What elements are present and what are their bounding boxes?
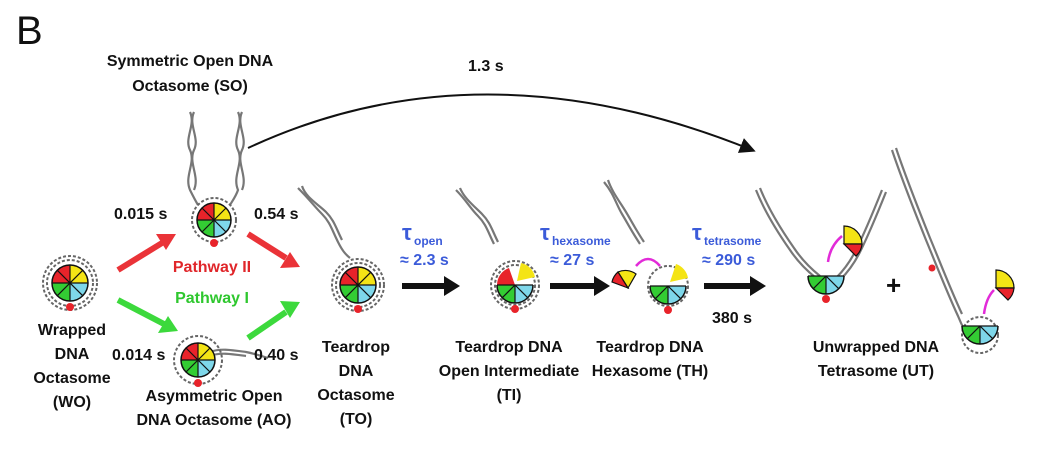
tau-tetrasome-value: ≈ 290 s (702, 252, 755, 269)
to-label-line1: Teardrop (322, 339, 390, 356)
to-label-line4: (TO) (340, 411, 373, 428)
direct-time: 1.3 s (468, 58, 504, 75)
ao-label-line2: DNA Octasome (AO) (137, 412, 292, 429)
to-label-line2: DNA (339, 363, 374, 380)
tau-open-value: ≈ 2.3 s (400, 252, 449, 269)
th-released-dimer (611, 269, 637, 290)
tau-hexasome-subscript: hexasome (552, 234, 611, 248)
ut1-released-dimer (842, 225, 863, 257)
tau-hexasome-symbol: τ (540, 220, 550, 245)
ti-label-line3: (TI) (497, 387, 522, 404)
ut1-magenta-arrow (826, 235, 843, 263)
tau-open-subscript: open (414, 234, 443, 248)
wo-label-line2: DNA (55, 346, 90, 363)
tau-tetrasome-subscript: tetrasome (704, 234, 762, 248)
so-nucleosome (196, 202, 232, 247)
ti-label-line2: Open Intermediate (439, 363, 580, 380)
pathway-1-label: Pathway I (175, 290, 249, 307)
wo-nucleosome (51, 264, 89, 311)
th-label-line2: Hexasome (TH) (592, 363, 708, 380)
ti-label-line1: Teardrop DNA (455, 339, 563, 356)
tau-open-symbol: τ (402, 220, 412, 245)
time-ao-to: 0.40 s (254, 347, 299, 364)
so-label-line2: Octasome (SO) (132, 78, 248, 95)
wo-label-line4: (WO) (53, 394, 91, 411)
tau-tetrasome-symbol: τ (692, 220, 702, 245)
time-wo-ao: 0.014 s (112, 347, 165, 364)
ut2-magenta-arrow (982, 289, 995, 315)
to-label-line3: Octasome (317, 387, 394, 404)
th-nucleosome (649, 264, 688, 314)
tau-hexasome-value: ≈ 27 s (550, 252, 594, 269)
th-magenta-arrow (635, 257, 661, 267)
ti-nucleosome (496, 263, 535, 313)
pathway-2-label: Pathway II (173, 259, 251, 276)
ao-nucleosome (180, 342, 216, 387)
th-label-line1: Teardrop DNA (596, 339, 704, 356)
ao-label-line1: Asymmetric Open (146, 388, 283, 405)
forward-arrows (402, 276, 766, 296)
ut2-tetrasome (961, 325, 999, 345)
pathway-arrows (116, 231, 300, 341)
ut2-red-mark (928, 264, 936, 272)
wo-label-line1: Wrapped (38, 322, 106, 339)
to-nucleosome (339, 266, 377, 313)
ut-label-line2: Tetrasome (UT) (818, 363, 934, 380)
time-th-ut: 380 s (712, 310, 752, 327)
direct-arrow (247, 93, 756, 153)
ut1-tetrasome (807, 275, 845, 303)
panel-letter: B (16, 9, 43, 53)
time-wo-so: 0.015 s (114, 206, 167, 223)
so-label-line1: Symmetric Open DNA (107, 53, 274, 70)
ut2-released-dimer (994, 269, 1015, 301)
plus-sign: + (886, 270, 901, 300)
time-so-to: 0.54 s (254, 206, 299, 223)
wo-label-line3: Octasome (33, 370, 110, 387)
ut-label-line1: Unwrapped DNA (813, 339, 940, 356)
